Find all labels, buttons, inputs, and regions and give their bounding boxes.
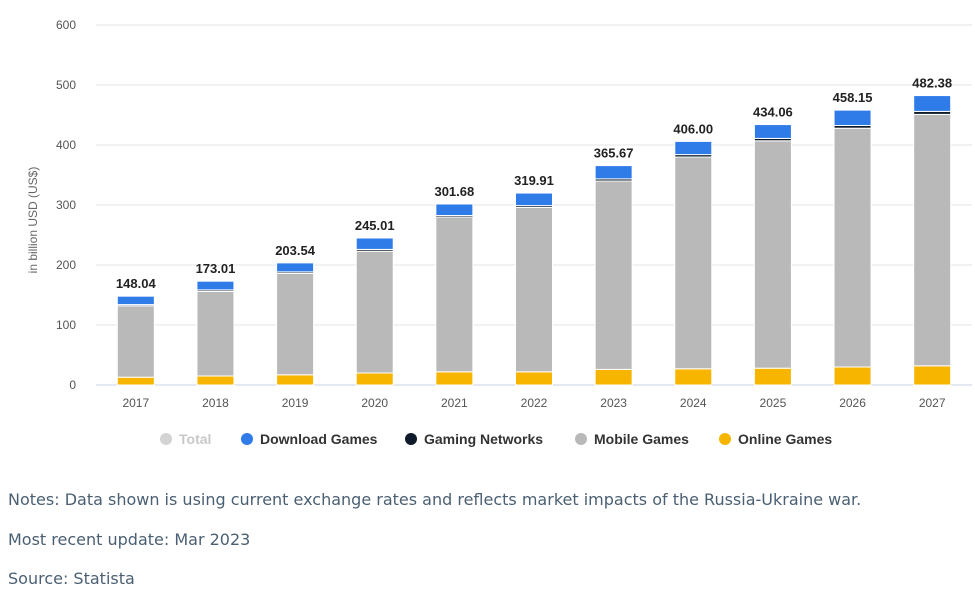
bar-segment-mobile-games	[355, 250, 394, 374]
x-tick-label: 2022	[521, 396, 548, 410]
bar-segment-download-games	[515, 192, 553, 207]
bar-segment-download-games	[196, 280, 235, 291]
bar-segment-online-games	[196, 375, 235, 386]
total-data-label: 319.91	[514, 173, 554, 188]
bar-segment-mobile-games	[594, 180, 633, 370]
total-data-label: 173.01	[196, 261, 236, 276]
x-tick-label: 2025	[760, 396, 787, 410]
bar-segment-online-games	[833, 366, 872, 386]
total-data-label: 365.67	[594, 146, 634, 161]
bar-segment-download-games	[753, 124, 792, 139]
x-tick-label: 2021	[441, 396, 468, 410]
bar-segment-download-games	[674, 140, 713, 156]
total-data-label: 482.38	[912, 76, 952, 91]
stacked-bar-chart: 0 100 200 300 400 500 600 in billion USD (US$) 1…	[26, 18, 972, 447]
bar-segment-online-games	[594, 368, 633, 386]
notes-text: Notes: Data shown is using current excha…	[8, 490, 862, 509]
bar-segment-mobile-games	[435, 216, 474, 373]
bar-segment-download-games	[276, 262, 315, 273]
x-tick-label: 2024	[680, 396, 707, 410]
y-tick-label: 400	[56, 138, 76, 152]
bar-segment-mobile-games	[116, 305, 155, 378]
total-data-label: 406.00	[673, 121, 713, 136]
bar-segment-download-games	[913, 95, 952, 112]
x-tick-label: 2026	[839, 396, 866, 410]
bar-segment-mobile-games	[674, 156, 713, 370]
y-tick-label: 0	[69, 378, 76, 392]
legend-label: Gaming Networks	[424, 431, 543, 447]
total-data-label: 148.04	[116, 276, 157, 291]
x-tick-label: 2023	[600, 396, 627, 410]
legend-label: Download Games	[260, 431, 378, 447]
total-data-label: 301.68	[434, 184, 474, 199]
bar-segment-mobile-games	[913, 113, 952, 367]
legend-marker	[405, 433, 417, 445]
legend-label: Online Games	[738, 431, 832, 447]
total-data-label: 434.06	[753, 105, 793, 120]
bar-segment-mobile-games	[276, 272, 315, 376]
bar-segment-mobile-games	[515, 206, 553, 373]
legend-label: Mobile Games	[594, 431, 689, 447]
y-tick-label: 300	[56, 198, 76, 212]
x-tick-label: 2017	[122, 396, 149, 410]
y-tick-label: 200	[56, 258, 76, 272]
update-text: Most recent update: Mar 2023	[8, 530, 251, 549]
bar-segment-online-games	[674, 368, 713, 386]
bar-segment-online-games	[116, 376, 155, 386]
bar-segment-download-games	[594, 165, 633, 180]
bar-segment-mobile-games	[196, 290, 235, 377]
legend-label: Total	[179, 431, 211, 447]
y-tick-label: 600	[56, 18, 76, 32]
legend-marker	[575, 433, 587, 445]
total-data-label: 203.54	[275, 243, 316, 258]
y-tick-label: 500	[56, 78, 76, 92]
x-tick-label: 2020	[361, 396, 388, 410]
x-tick-label: 2019	[282, 396, 309, 410]
source-text: Source: Statista	[8, 569, 135, 588]
legend-marker	[241, 433, 253, 445]
legend-marker	[719, 433, 731, 445]
bar-segment-online-games	[913, 365, 952, 386]
legend-marker	[160, 433, 172, 445]
bar-segment-online-games	[276, 374, 315, 386]
bar-segment-online-games	[753, 367, 792, 386]
bar-segment-mobile-games	[833, 127, 872, 368]
x-tick-label: 2018	[202, 396, 229, 410]
bar-segment-mobile-games	[753, 140, 792, 369]
y-tick-label: 100	[56, 318, 76, 332]
bar-segment-online-games	[515, 371, 553, 386]
bar-segment-download-games	[116, 295, 155, 306]
bar-segment-download-games	[435, 203, 474, 217]
bar-segment-download-games	[833, 109, 872, 127]
bar-segment-online-games	[435, 371, 474, 386]
x-tick-label: 2027	[919, 396, 946, 410]
bar-segment-download-games	[355, 237, 394, 250]
bar-segment-online-games	[355, 372, 394, 386]
total-data-label: 245.01	[355, 218, 395, 233]
y-axis-label: in billion USD (US$)	[26, 167, 40, 274]
total-data-label: 458.15	[833, 90, 873, 105]
